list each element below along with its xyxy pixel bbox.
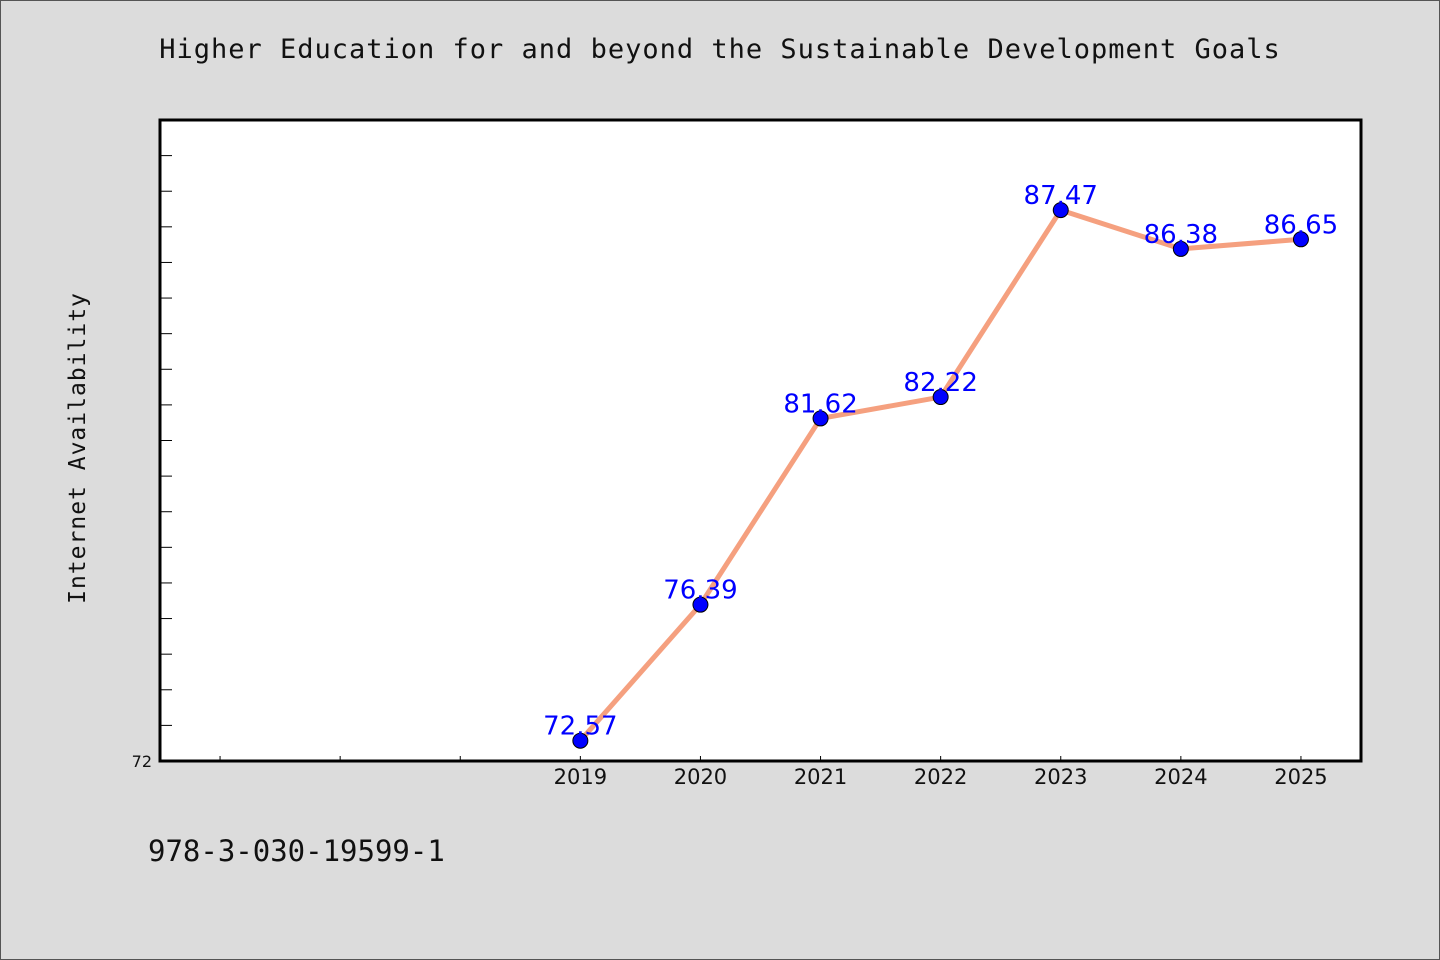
x-axis-tick-labels: 2019 2020 2021 2022 2023 2024 2025 bbox=[554, 765, 1328, 789]
y-axis-ticks bbox=[160, 155, 172, 726]
x-tick-label: 2024 bbox=[1154, 765, 1207, 789]
data-markers bbox=[572, 202, 1309, 749]
data-point bbox=[932, 389, 949, 406]
x-tick-label: 2022 bbox=[914, 765, 967, 789]
data-labels: 72.57 76.39 81.62 82.22 87.47 86.38 86.65 bbox=[543, 181, 1338, 742]
data-label: 72.57 bbox=[543, 712, 617, 742]
data-label: 76.39 bbox=[663, 576, 737, 606]
x-tick-label: 2021 bbox=[794, 765, 847, 789]
data-label: 87.47 bbox=[1024, 181, 1098, 211]
y-axis-title: Internet Availability bbox=[65, 292, 91, 604]
data-point bbox=[1172, 240, 1189, 257]
data-point bbox=[812, 410, 829, 427]
y-tick-label: 72 bbox=[132, 752, 152, 771]
isbn-label: 978-3-030-19599-1 bbox=[148, 834, 445, 868]
data-label: 81.62 bbox=[783, 389, 857, 419]
data-label: 86.38 bbox=[1144, 220, 1218, 250]
y-axis-tick-labels: 72 bbox=[132, 752, 152, 771]
data-point bbox=[1292, 231, 1309, 248]
data-label: 82.22 bbox=[903, 368, 977, 398]
x-tick-label: 2019 bbox=[554, 765, 607, 789]
data-point bbox=[692, 596, 709, 613]
chart-title: Higher Education for and beyond the Sust… bbox=[159, 34, 1281, 65]
plot-area bbox=[158, 118, 1363, 763]
data-point bbox=[572, 732, 589, 749]
x-tick-label: 2025 bbox=[1274, 765, 1327, 789]
data-label: 86.65 bbox=[1264, 210, 1338, 240]
x-tick-label: 2020 bbox=[674, 765, 727, 789]
x-tick-label: 2023 bbox=[1034, 765, 1087, 789]
x-axis-ticks bbox=[219, 756, 1302, 761]
data-point bbox=[1052, 202, 1069, 219]
